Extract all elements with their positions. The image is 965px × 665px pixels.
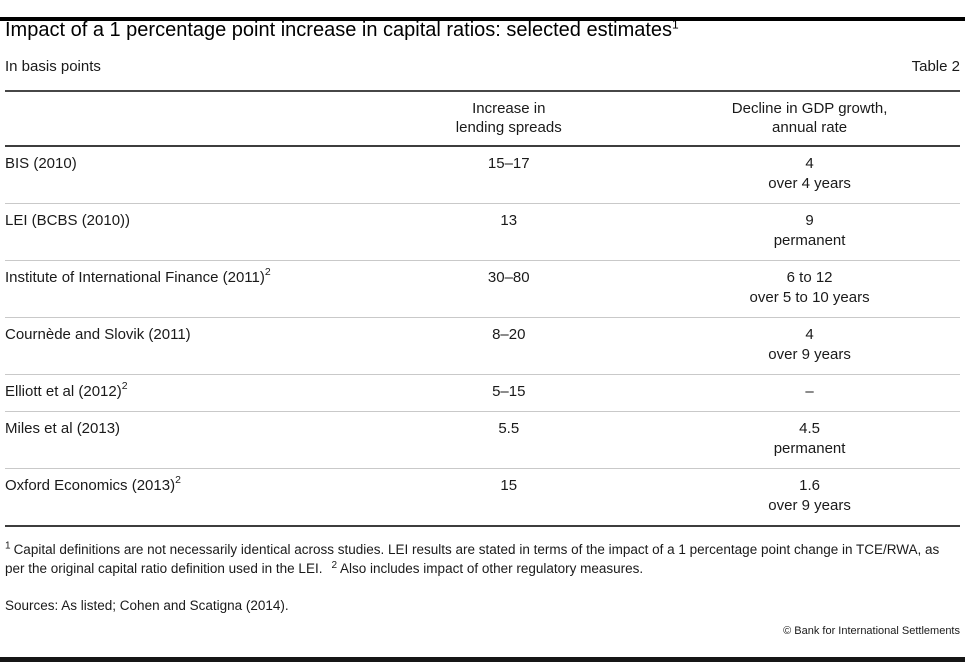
- gdp-duration: over 4 years: [768, 175, 851, 192]
- gdp-duration: permanent: [773, 440, 846, 457]
- table-row: Institute of International Finance (2011…: [5, 260, 960, 318]
- page-title-text: Impact of a 1 percentage point increase …: [5, 19, 673, 41]
- column-header-spread: Increase in lending spreads: [358, 91, 660, 147]
- table-page: Impact of a 1 percentage point increase …: [0, 17, 965, 638]
- gdp-duration: permanent: [773, 232, 846, 249]
- gdp-value: 4: [805, 155, 814, 172]
- sources-line: Sources: As listed; Cohen and Scatigna (…: [5, 598, 289, 613]
- study-label: Elliott et al (2012): [5, 383, 122, 400]
- table-number: Table 2: [911, 58, 960, 75]
- gdp-cell: –: [659, 374, 960, 412]
- study-label: Miles et al (2013): [5, 420, 121, 437]
- footnote-1-text: Capital definitions are not necessarily …: [5, 542, 940, 576]
- subtitle-row: In basis points Table 2: [5, 57, 960, 77]
- table-row: BIS (2010) 15–17 4 over 4 years: [5, 146, 960, 204]
- spread-cell: 8–20: [358, 317, 660, 375]
- study-footnote-marker: 2: [264, 266, 271, 278]
- gdp-duration: over 9 years: [768, 346, 851, 363]
- bottom-rule-bar: [0, 657, 965, 662]
- spread-cell: 15–17: [358, 146, 660, 204]
- table-header-row: Increase in lending spreads Decline in G…: [5, 91, 960, 147]
- copyright-line: © Bank for International Settlements: [783, 625, 960, 637]
- study-cell: Miles et al (2013): [5, 411, 359, 469]
- study-cell: Institute of International Finance (2011…: [5, 260, 359, 318]
- spread-cell: 5–15: [358, 374, 660, 412]
- table-row: Cournède and Slovik (2011) 8–20 4 over 9…: [5, 317, 960, 375]
- spread-cell: 13: [358, 203, 660, 261]
- gdp-cell: 6 to 12 over 5 to 10 years: [659, 260, 960, 318]
- gdp-value: –: [805, 383, 814, 400]
- gdp-duration: over 5 to 10 years: [749, 289, 870, 306]
- gdp-cell: 1.6 over 9 years: [659, 468, 960, 527]
- table-row: Miles et al (2013) 5.5 4.5 permanent: [5, 411, 960, 469]
- study-cell: Oxford Economics (2013)2: [5, 468, 359, 527]
- study-label: BIS (2010): [5, 155, 77, 172]
- column-header-study: [5, 91, 359, 147]
- study-footnote-marker: 2: [175, 474, 181, 486]
- footnote-2-marker: 2: [331, 559, 338, 571]
- study-cell: LEI (BCBS (2010)): [5, 203, 359, 261]
- footnote-1-marker: 1: [5, 540, 11, 552]
- estimates-table: Increase in lending spreads Decline in G…: [5, 90, 960, 527]
- gdp-value: 6 to 12: [786, 269, 833, 286]
- study-label: Institute of International Finance (2011…: [5, 269, 265, 286]
- gdp-cell: 4.5 permanent: [659, 411, 960, 469]
- gdp-cell: 4 over 4 years: [659, 146, 960, 204]
- column-header-gdp: Decline in GDP growth, annual rate: [659, 91, 960, 147]
- spread-cell: 15: [358, 468, 660, 527]
- page-title: Impact of a 1 percentage point increase …: [5, 17, 960, 43]
- gdp-duration: over 9 years: [768, 497, 851, 514]
- gdp-cell: 9 permanent: [659, 203, 960, 261]
- study-label: LEI (BCBS (2010)): [5, 212, 131, 229]
- gdp-value: 9: [805, 212, 814, 229]
- study-label: Oxford Economics (2013): [5, 477, 176, 494]
- gdp-value: 4.5: [799, 420, 820, 437]
- gdp-value: 1.6: [799, 477, 820, 494]
- table-row: Elliott et al (2012)2 5–15 –: [5, 374, 960, 412]
- units-label: In basis points: [5, 58, 101, 75]
- footnote-2-text: Also includes impact of other regulatory…: [340, 561, 644, 576]
- gdp-cell: 4 over 9 years: [659, 317, 960, 375]
- gdp-value: 4: [805, 326, 814, 343]
- footnote-block: 1 Capital definitions are not necessarily…: [5, 540, 960, 578]
- top-rule-bar: [0, 17, 965, 21]
- study-cell: Cournède and Slovik (2011): [5, 317, 359, 375]
- table-row: LEI (BCBS (2010)) 13 9 permanent: [5, 203, 960, 261]
- study-label: Cournède and Slovik (2011): [5, 326, 191, 343]
- title-footnote-marker: 1: [672, 17, 679, 32]
- spread-cell: 30–80: [358, 260, 660, 318]
- study-footnote-marker: 2: [121, 380, 128, 392]
- study-cell: Elliott et al (2012)2: [5, 374, 359, 412]
- table-row: Oxford Economics (2013)2 15 1.6 over 9 y…: [5, 468, 960, 527]
- study-cell: BIS (2010): [5, 146, 359, 204]
- spread-cell: 5.5: [358, 411, 660, 469]
